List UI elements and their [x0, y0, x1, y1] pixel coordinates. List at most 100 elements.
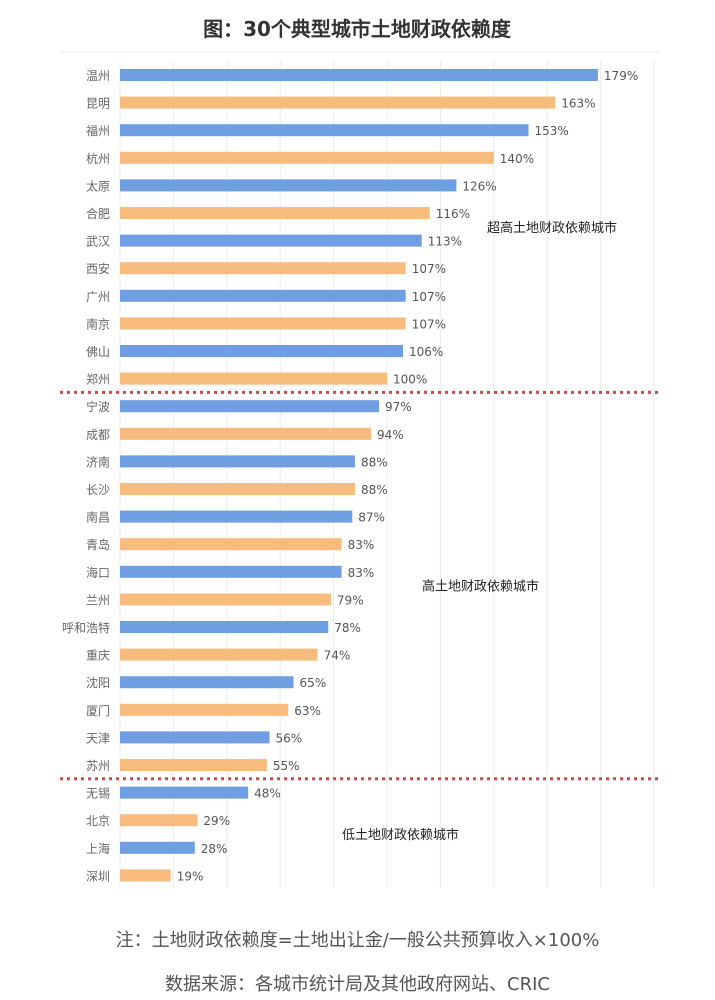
bar — [120, 345, 404, 357]
value-label: 113% — [428, 235, 462, 249]
bar — [120, 731, 270, 744]
bar — [120, 565, 342, 578]
group-label: 低土地财政依赖城市 — [342, 827, 459, 843]
group-separators — [60, 390, 660, 781]
chart-title: 图：30个典型城市土地财政依赖度 — [203, 17, 512, 41]
category-label: 无锡 — [86, 786, 110, 801]
value-label: 153% — [535, 124, 569, 138]
bar — [120, 124, 529, 137]
category-label: 福州 — [86, 123, 110, 138]
bar — [120, 96, 556, 109]
value-label: 94% — [377, 428, 404, 442]
value-label: 88% — [361, 483, 388, 497]
value-label: 55% — [273, 759, 300, 773]
category-label: 青岛 — [86, 537, 110, 552]
bar — [120, 262, 406, 275]
bar — [120, 69, 598, 81]
category-label: 杭州 — [86, 151, 110, 166]
value-label: 107% — [412, 290, 446, 304]
value-label: 107% — [412, 317, 446, 331]
bars: 温州 179% 昆明 163% 福州 153% 杭州 140% 太原 126% 合肥 116% 武汉 11… — [62, 69, 638, 883]
bar — [120, 593, 331, 606]
value-label: 88% — [361, 455, 388, 469]
value-label: 74% — [324, 649, 351, 663]
bar — [120, 483, 355, 495]
bar — [120, 207, 430, 219]
bar — [120, 400, 379, 413]
bar — [120, 759, 267, 771]
value-label: 28% — [201, 842, 228, 856]
category-label: 上海 — [86, 841, 110, 856]
value-label: 48% — [254, 787, 281, 801]
bar — [120, 538, 342, 551]
category-label: 成都 — [86, 428, 110, 442]
category-label: 西安 — [86, 261, 110, 276]
category-label: 合肥 — [86, 206, 110, 221]
bar — [120, 289, 406, 302]
category-label: 南京 — [86, 316, 110, 331]
value-label: 100% — [393, 373, 427, 387]
category-label: 武汉 — [86, 235, 110, 249]
bar — [120, 455, 355, 468]
category-label: 苏州 — [86, 759, 110, 773]
value-label: 163% — [561, 97, 595, 111]
value-label: 83% — [348, 538, 375, 552]
category-label: 昆明 — [86, 97, 110, 111]
category-label: 广州 — [86, 290, 110, 304]
bar — [120, 869, 171, 882]
category-label: 长沙 — [86, 483, 110, 497]
bar — [120, 427, 371, 440]
value-label: 65% — [300, 676, 327, 690]
value-label: 29% — [203, 814, 230, 828]
value-label: 179% — [604, 69, 638, 83]
bar — [120, 703, 289, 716]
value-label: 116% — [436, 207, 470, 221]
category-label: 太原 — [86, 178, 110, 193]
bar — [120, 841, 195, 854]
bar — [120, 372, 387, 385]
bar — [120, 621, 329, 633]
bar — [120, 814, 198, 827]
category-label: 沈阳 — [86, 675, 110, 690]
category-label: 佛山 — [86, 345, 110, 359]
group-label: 高土地财政依赖城市 — [422, 579, 539, 595]
category-label: 天津 — [86, 731, 110, 745]
category-label: 郑州 — [86, 372, 110, 387]
category-label: 济南 — [86, 454, 110, 469]
value-label: 87% — [358, 511, 385, 525]
value-label: 107% — [412, 262, 446, 276]
grid-lines — [119, 60, 655, 888]
bar — [120, 648, 318, 661]
bar — [120, 151, 494, 164]
value-label: 63% — [294, 704, 321, 718]
group-label: 超高土地财政依赖城市 — [487, 220, 617, 236]
value-label: 83% — [348, 566, 375, 580]
bar — [120, 510, 353, 523]
value-label: 78% — [334, 621, 361, 635]
value-label: 140% — [500, 152, 534, 166]
category-label: 兰州 — [86, 593, 110, 607]
value-label: 19% — [177, 869, 204, 883]
category-label: 深圳 — [86, 869, 110, 883]
bar — [120, 317, 406, 330]
bar — [120, 179, 457, 192]
category-label: 呼和浩特 — [62, 620, 110, 635]
bar — [120, 786, 249, 799]
value-label: 126% — [462, 179, 496, 193]
category-label: 海口 — [86, 565, 110, 580]
bar-chart: 图：30个典型城市土地财政依赖度 温州 179% 昆明 163% 福州 153% 杭州 140… — [60, 17, 660, 888]
value-label: 79% — [337, 593, 364, 607]
category-label: 南昌 — [86, 510, 110, 525]
value-label: 56% — [276, 731, 303, 745]
bar — [120, 234, 422, 247]
bar — [120, 676, 294, 689]
formula-note: 注：土地财政依赖度=土地出让金/一般公共预算收入×100% — [115, 930, 600, 951]
category-label: 宁波 — [86, 399, 110, 414]
category-label: 温州 — [86, 69, 110, 83]
value-label: 97% — [385, 400, 412, 414]
source-note: 数据来源：各城市统计局及其他政府网站、CRIC — [165, 974, 550, 995]
category-label: 重庆 — [86, 649, 110, 663]
value-label: 106% — [409, 345, 443, 359]
category-label: 北京 — [86, 814, 110, 828]
